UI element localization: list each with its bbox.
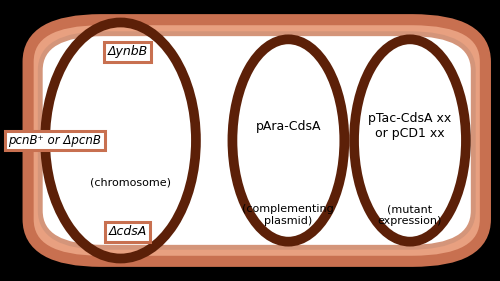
Text: pAra-CdsA: pAra-CdsA — [256, 120, 321, 133]
Text: (chromosome): (chromosome) — [90, 178, 171, 188]
Text: ΔynbB: ΔynbB — [108, 46, 148, 58]
Text: ΔcdsA: ΔcdsA — [108, 225, 147, 238]
FancyBboxPatch shape — [28, 20, 485, 261]
Text: pTac-CdsA xx
or pCD1 xx: pTac-CdsA xx or pCD1 xx — [368, 112, 452, 140]
FancyBboxPatch shape — [40, 34, 473, 247]
Text: (mutant
expression): (mutant expression) — [378, 204, 442, 226]
Text: (complementing
plasmid): (complementing plasmid) — [242, 204, 334, 226]
Text: pcnB⁺ or ΔpcnB: pcnB⁺ or ΔpcnB — [8, 134, 102, 147]
